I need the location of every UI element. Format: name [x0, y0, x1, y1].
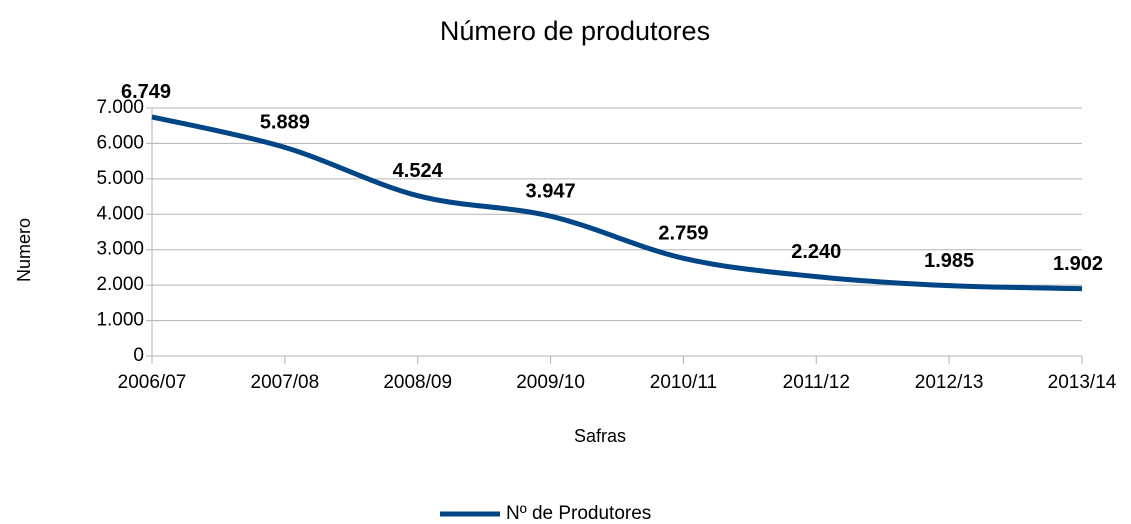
data-label: 2.759	[658, 223, 708, 245]
data-label: 2.240	[791, 241, 841, 263]
x-tick-label: 2009/10	[516, 372, 585, 393]
y-tick-label: 6.000	[96, 132, 144, 153]
y-tick-label: 5.000	[96, 168, 144, 189]
data-label: 1.985	[924, 250, 974, 272]
chart-title: Número de produtores	[440, 16, 710, 46]
line	[151, 114, 1083, 292]
y-tick-label: 2.000	[96, 274, 144, 295]
legend-label: Nº de Produtores	[506, 503, 651, 524]
y-tick-label: 0	[133, 345, 144, 366]
x-tick-label: 2012/13	[915, 372, 984, 393]
x-tick-label: 2011/12	[783, 372, 850, 393]
y-tick-label: 1.000	[96, 310, 144, 331]
y-tick-label: 7.000	[96, 97, 144, 118]
x-tick-label: 2008/09	[383, 372, 452, 393]
x-tick-label: 2006/07	[118, 372, 187, 393]
data-label: 5.889	[260, 112, 310, 134]
y-axis-label: Numero	[14, 218, 34, 282]
x-tick-label: 2010/11	[650, 372, 717, 393]
y-tick-label: 4.000	[96, 203, 144, 224]
x-tick-label: 2007/08	[251, 372, 320, 393]
data-label: 6.749	[121, 81, 171, 103]
x-tick-label: 2013/14	[1048, 372, 1117, 393]
data-label: 4.524	[393, 160, 444, 182]
y-tick-label: 3.000	[96, 239, 144, 260]
data-label: 1.902	[1053, 253, 1103, 275]
data-label: 3.947	[526, 180, 576, 202]
x-axis-label: Safras	[574, 426, 626, 446]
